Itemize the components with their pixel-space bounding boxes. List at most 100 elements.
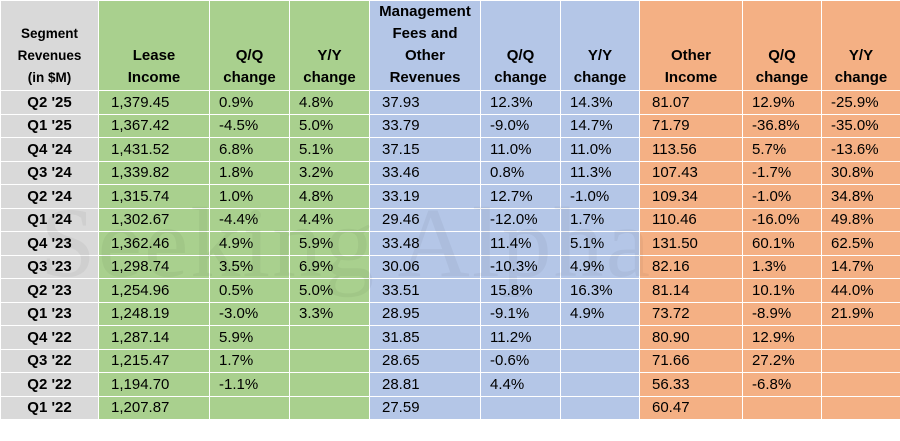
header-lease-yy-change: Y/Y change xyxy=(289,0,370,91)
table-row: Q1 '23 1,248.19 -3.0% 3.3% 28.95 -9.1% 4.9% 73.… xyxy=(0,301,900,326)
other-yy-cell: -25.9% xyxy=(821,90,900,115)
mgmt-yy-cell: -1.0% xyxy=(560,184,640,209)
table-row: Q2 '25 1,379.45 0.9% 4.8% 37.93 12.3% 14.3% 81.… xyxy=(0,90,900,115)
mgmt-yy-cell xyxy=(560,372,640,397)
other-qq-cell: 10.1% xyxy=(742,278,822,303)
mgmt-fees-cell: 27.59 xyxy=(369,395,481,420)
other-income-cell: 131.50 xyxy=(639,231,743,256)
other-yy-cell: -35.0% xyxy=(821,113,900,138)
other-income-cell: 81.14 xyxy=(639,278,743,303)
lease-yy-cell: 6.9% xyxy=(289,254,370,279)
header-line: (in $M) xyxy=(27,70,72,85)
mgmt-fees-cell: 33.46 xyxy=(369,160,481,185)
header-line: Management xyxy=(379,3,471,20)
header-other-income: Other Income xyxy=(639,0,743,91)
other-yy-cell: 30.8% xyxy=(821,160,900,185)
lease-yy-cell xyxy=(289,395,370,420)
mgmt-qq-cell: 12.3% xyxy=(480,90,561,115)
mgmt-qq-cell: -12.0% xyxy=(480,207,561,232)
mgmt-fees-cell: 33.79 xyxy=(369,113,481,138)
other-yy-cell: 62.5% xyxy=(821,231,900,256)
mgmt-qq-cell xyxy=(480,395,561,420)
other-qq-cell: 5.7% xyxy=(742,137,822,162)
other-qq-cell: -16.0% xyxy=(742,207,822,232)
lease-yy-cell: 5.1% xyxy=(289,137,370,162)
lease-yy-cell xyxy=(289,372,370,397)
other-income-cell: 82.16 xyxy=(639,254,743,279)
lease-qq-cell: -4.5% xyxy=(209,113,290,138)
mgmt-yy-cell: 16.3% xyxy=(560,278,640,303)
lease-income-cell: 1,431.52 xyxy=(98,137,210,162)
table-row: Q1 '25 1,367.42 -4.5% 5.0% 33.79 -9.0% 14.7% 71… xyxy=(0,113,900,138)
header-line: Segment xyxy=(20,26,78,41)
other-yy-cell xyxy=(821,325,900,350)
mgmt-fees-cell: 33.19 xyxy=(369,184,481,209)
mgmt-fees-cell: 28.65 xyxy=(369,348,481,373)
quarter-cell: Q2 '22 xyxy=(0,372,99,397)
header-mgmt-yy-change: Y/Y change xyxy=(560,0,640,91)
quarter-cell: Q2 '24 xyxy=(0,184,99,209)
other-income-cell: 110.46 xyxy=(639,207,743,232)
lease-yy-cell: 4.8% xyxy=(289,184,370,209)
lease-income-cell: 1,254.96 xyxy=(98,278,210,303)
quarter-cell: Q3 '22 xyxy=(0,348,99,373)
header-line: change xyxy=(303,69,356,86)
table-row: Q3 '22 1,215.47 1.7% 28.65 -0.6% 71.66 27.2% xyxy=(0,348,900,373)
other-qq-cell: -1.7% xyxy=(742,160,822,185)
lease-qq-cell: 3.5% xyxy=(209,254,290,279)
lease-income-cell: 1,215.47 xyxy=(98,348,210,373)
mgmt-fees-cell: 37.15 xyxy=(369,137,481,162)
mgmt-qq-cell: -9.1% xyxy=(480,301,561,326)
lease-income-cell: 1,194.70 xyxy=(98,372,210,397)
mgmt-fees-cell: 37.93 xyxy=(369,90,481,115)
header-line: Fees and xyxy=(392,25,458,42)
mgmt-fees-cell: 33.51 xyxy=(369,278,481,303)
quarter-cell: Q4 '24 xyxy=(0,137,99,162)
other-yy-cell: 14.7% xyxy=(821,254,900,279)
mgmt-yy-cell: 11.0% xyxy=(560,137,640,162)
mgmt-yy-cell xyxy=(560,395,640,420)
table-body: Q2 '25 1,379.45 0.9% 4.8% 37.93 12.3% 14.3% 81.… xyxy=(0,90,900,420)
lease-qq-cell: 6.8% xyxy=(209,137,290,162)
mgmt-fees-cell: 33.48 xyxy=(369,231,481,256)
header-line: Income xyxy=(127,69,181,86)
other-yy-cell: 49.8% xyxy=(821,207,900,232)
mgmt-qq-cell: -0.6% xyxy=(480,348,561,373)
table-row: Q4 '22 1,287.14 5.9% 31.85 11.2% 80.90 12.9% xyxy=(0,325,900,350)
header-line: Y/Y xyxy=(317,47,342,64)
mgmt-qq-cell: 4.4% xyxy=(480,372,561,397)
mgmt-fees-cell: 31.85 xyxy=(369,325,481,350)
lease-qq-cell: 0.9% xyxy=(209,90,290,115)
lease-income-cell: 1,339.82 xyxy=(98,160,210,185)
mgmt-fees-cell: 28.95 xyxy=(369,301,481,326)
mgmt-yy-cell: 14.3% xyxy=(560,90,640,115)
lease-yy-cell: 5.0% xyxy=(289,113,370,138)
lease-qq-cell: -3.0% xyxy=(209,301,290,326)
header-line: Revenues xyxy=(17,48,82,63)
table-row: Q4 '24 1,431.52 6.8% 5.1% 37.15 11.0% 11.0% 113… xyxy=(0,137,900,162)
quarter-cell: Q3 '24 xyxy=(0,160,99,185)
lease-yy-cell xyxy=(289,348,370,373)
header-line: change xyxy=(834,69,888,86)
header-segment-revenues: Segment Revenues (in $M) xyxy=(0,0,99,91)
lease-yy-cell xyxy=(289,325,370,350)
other-qq-cell: -6.8% xyxy=(742,372,822,397)
mgmt-yy-cell: 11.3% xyxy=(560,160,640,185)
quarter-cell: Q1 '24 xyxy=(0,207,99,232)
header-line: Other xyxy=(404,47,445,64)
header-line: Q/Q xyxy=(506,47,535,64)
other-income-cell: 113.56 xyxy=(639,137,743,162)
other-qq-cell: -8.9% xyxy=(742,301,822,326)
header-line: change xyxy=(755,69,809,86)
mgmt-yy-cell xyxy=(560,325,640,350)
mgmt-qq-cell: 0.8% xyxy=(480,160,561,185)
mgmt-fees-cell: 29.46 xyxy=(369,207,481,232)
header-line: change xyxy=(494,69,547,86)
other-qq-cell: 12.9% xyxy=(742,90,822,115)
lease-income-cell: 1,302.67 xyxy=(98,207,210,232)
table-row: Q3 '23 1,298.74 3.5% 6.9% 30.06 -10.3% 4.9% 82.… xyxy=(0,254,900,279)
mgmt-fees-cell: 28.81 xyxy=(369,372,481,397)
lease-yy-cell: 5.0% xyxy=(289,278,370,303)
other-qq-cell: -36.8% xyxy=(742,113,822,138)
header-line: Q/Q xyxy=(235,47,264,64)
